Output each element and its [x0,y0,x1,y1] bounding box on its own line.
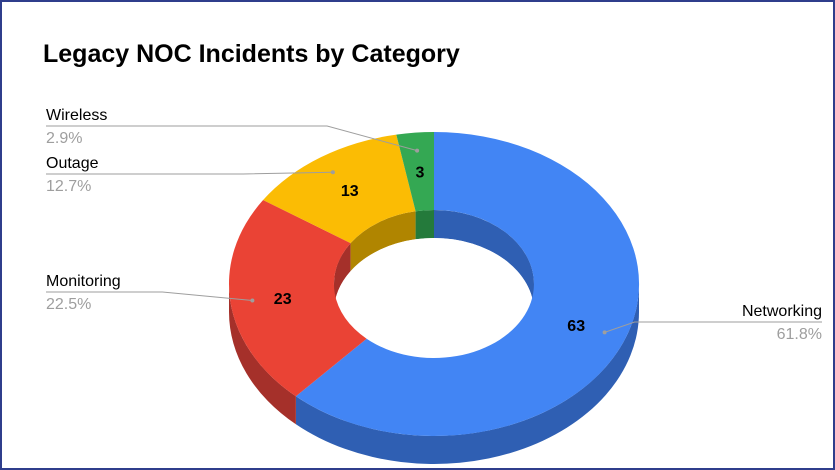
value-label-outage: 13 [341,183,359,200]
slice-outage [263,134,416,244]
donut-side-layer [229,284,639,464]
value-label-wireless: 3 [415,165,424,182]
percent-label-monitoring: 22.5% [46,296,91,313]
chart-title: Legacy NOC Incidents by Category [43,40,460,68]
donut-top-layer [228,132,640,436]
leader-lines [46,125,822,335]
percent-label-wireless: 2.9% [46,130,82,147]
category-label-wireless: Wireless [46,107,107,124]
hole-wall-monitoring [333,243,351,312]
leader-line-monitoring [46,291,253,301]
outer-wall-networking [295,284,639,464]
slice-networking [295,132,640,436]
leader-line-outage [46,171,333,175]
hole-wall-wireless [415,210,434,240]
category-label-outage: Outage [46,155,99,172]
slice-wireless [396,132,434,212]
percent-label-networking: 61.8% [777,326,822,343]
category-label-networking: Networking [742,303,822,320]
slice-monitoring [228,200,367,397]
leader-line-wireless [46,125,418,152]
outer-wall-monitoring [229,284,296,425]
category-label-monitoring: Monitoring [46,273,121,290]
leader-line-networking [604,321,822,333]
percent-label-outage: 12.7% [46,178,91,195]
hole-wall-networking [434,210,534,312]
hole-wall-outage [350,211,416,272]
value-label-monitoring: 23 [274,291,292,308]
value-label-networking: 63 [567,318,585,335]
slice-labels: 63 Networking 61.8% 23 Monitoring 22.5% 13 Outa… [46,107,822,343]
